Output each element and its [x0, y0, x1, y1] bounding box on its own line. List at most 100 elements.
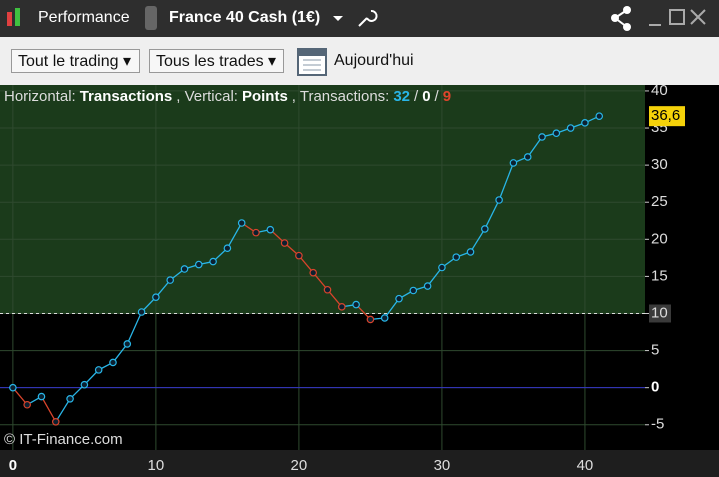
- header-part: Horizontal:: [4, 88, 76, 105]
- filter-label: Tout le trading: [18, 53, 119, 70]
- title-icons: [333, 6, 706, 31]
- header-part: /: [414, 88, 419, 105]
- point: [595, 112, 604, 120]
- point: [237, 219, 246, 227]
- header-part: Points: [242, 88, 288, 105]
- point: [495, 196, 503, 204]
- line-segment: [155, 279, 171, 298]
- point: [152, 293, 160, 301]
- point: [523, 153, 532, 161]
- line-segment: [498, 162, 515, 201]
- trading-filter[interactable]: Tout le trading ▾: [11, 49, 140, 73]
- point: [252, 228, 260, 237]
- instrument[interactable]: France 40 Cash (1€): [169, 9, 321, 26]
- x-tick-label: 30: [434, 457, 451, 474]
- point: [9, 383, 17, 392]
- line-segment: [427, 267, 443, 287]
- line-segment: [469, 228, 486, 253]
- point: [438, 263, 446, 272]
- point: [23, 400, 31, 409]
- y-tick-label: -5: [651, 416, 664, 433]
- point: [481, 225, 489, 233]
- line-segment: [441, 256, 457, 269]
- line-segment: [69, 384, 85, 400]
- point: [380, 314, 389, 322]
- line-segment: [40, 396, 57, 423]
- point: [295, 251, 303, 260]
- y-tick-label: 5: [651, 342, 659, 359]
- point: [566, 124, 575, 132]
- line-segment: [98, 361, 114, 371]
- y-tick-label: 25: [651, 193, 668, 210]
- point: [223, 244, 232, 253]
- point: [109, 358, 117, 367]
- line-segment: [370, 317, 385, 321]
- plot-background: [0, 85, 645, 450]
- header-part: 9: [443, 88, 451, 105]
- point: [366, 315, 375, 324]
- x-tick-label: 0: [9, 457, 17, 474]
- app-icon: [7, 8, 20, 26]
- point: [280, 239, 289, 247]
- line-segment: [141, 296, 157, 313]
- point: [452, 253, 461, 261]
- x-tick-label: 10: [148, 457, 165, 474]
- calendar-icon[interactable]: [296, 45, 330, 79]
- point: [180, 265, 189, 273]
- x-tick-label: 20: [291, 457, 308, 474]
- line-segment: [169, 268, 185, 281]
- link-icon[interactable]: [142, 0, 162, 37]
- line-segment: [269, 229, 286, 244]
- app-name[interactable]: Performance: [38, 9, 130, 26]
- positive-zone: [0, 85, 645, 314]
- line-segment: [355, 304, 371, 320]
- line-segment: [455, 251, 471, 258]
- y-tick-label: 35: [651, 119, 668, 136]
- line-segment: [255, 229, 271, 234]
- line-segment: [484, 199, 500, 230]
- line-segment: [570, 122, 586, 129]
- line-segment: [384, 298, 400, 319]
- threshold-tag: [649, 304, 671, 323]
- filter-label: Tous les trades: [156, 53, 264, 70]
- line-segment: [112, 343, 128, 363]
- line-segment: [341, 303, 357, 308]
- point: [552, 129, 561, 138]
- line-segment: [126, 311, 143, 345]
- line-segment: [556, 127, 571, 134]
- y-tick-label: 20: [651, 230, 668, 247]
- header-part: , Transactions:: [292, 88, 390, 105]
- point: [338, 303, 346, 311]
- x-axis-background: [0, 450, 719, 477]
- point: [409, 286, 418, 295]
- point: [509, 159, 518, 167]
- y-tick-label: 30: [651, 156, 668, 173]
- line-segment: [198, 260, 214, 266]
- point: [423, 282, 432, 290]
- point: [123, 340, 132, 348]
- point: [581, 119, 589, 127]
- title-bar: Performance France 40 Cash (1€): [0, 0, 719, 37]
- point: [323, 285, 332, 294]
- line-segment: [83, 369, 100, 386]
- last-value-tag: [649, 106, 685, 127]
- date-label[interactable]: Aujourd'hui: [334, 52, 414, 69]
- toolbar: Tout le trading ▾ Tous les trades ▾ Aujo…: [0, 37, 719, 85]
- point: [80, 380, 89, 389]
- point: [209, 257, 217, 266]
- header-part: 0: [422, 88, 430, 105]
- line-segment: [584, 115, 600, 124]
- line-segment: [312, 272, 329, 291]
- line-segment: [298, 255, 314, 274]
- line-segment: [398, 289, 414, 300]
- axis-background: [645, 85, 719, 477]
- line-segment: [241, 222, 257, 234]
- point: [166, 276, 174, 284]
- trades-filter[interactable]: Tous les trades ▾: [149, 49, 284, 73]
- point: [94, 366, 103, 374]
- point: [51, 418, 60, 426]
- line-segment: [26, 396, 42, 406]
- line-segment: [212, 247, 228, 263]
- line-segment: [327, 289, 343, 308]
